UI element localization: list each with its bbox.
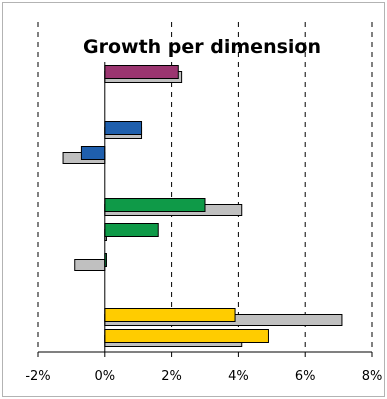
x-tick-label: 2%: [161, 369, 182, 384]
x-tick-label: 4%: [228, 369, 249, 384]
x-axis: [37, 62, 373, 357]
bar: [104, 308, 236, 322]
bar: [104, 121, 143, 135]
x-tick-labels: -2% 0% 2% 4% 6% 8%: [25, 369, 382, 384]
x-tick-label: 8%: [362, 369, 383, 384]
x-tick-label: -2%: [25, 369, 50, 384]
x-tick-label: 6%: [295, 369, 316, 384]
x-tick-label: 0%: [94, 369, 115, 384]
chart-title: Growth per dimension: [83, 36, 321, 58]
bar: [104, 329, 269, 343]
bar: [104, 198, 206, 212]
bar: [80, 146, 106, 160]
bar-comparison: [74, 259, 106, 271]
bar: [104, 65, 179, 79]
bar: [104, 223, 159, 237]
